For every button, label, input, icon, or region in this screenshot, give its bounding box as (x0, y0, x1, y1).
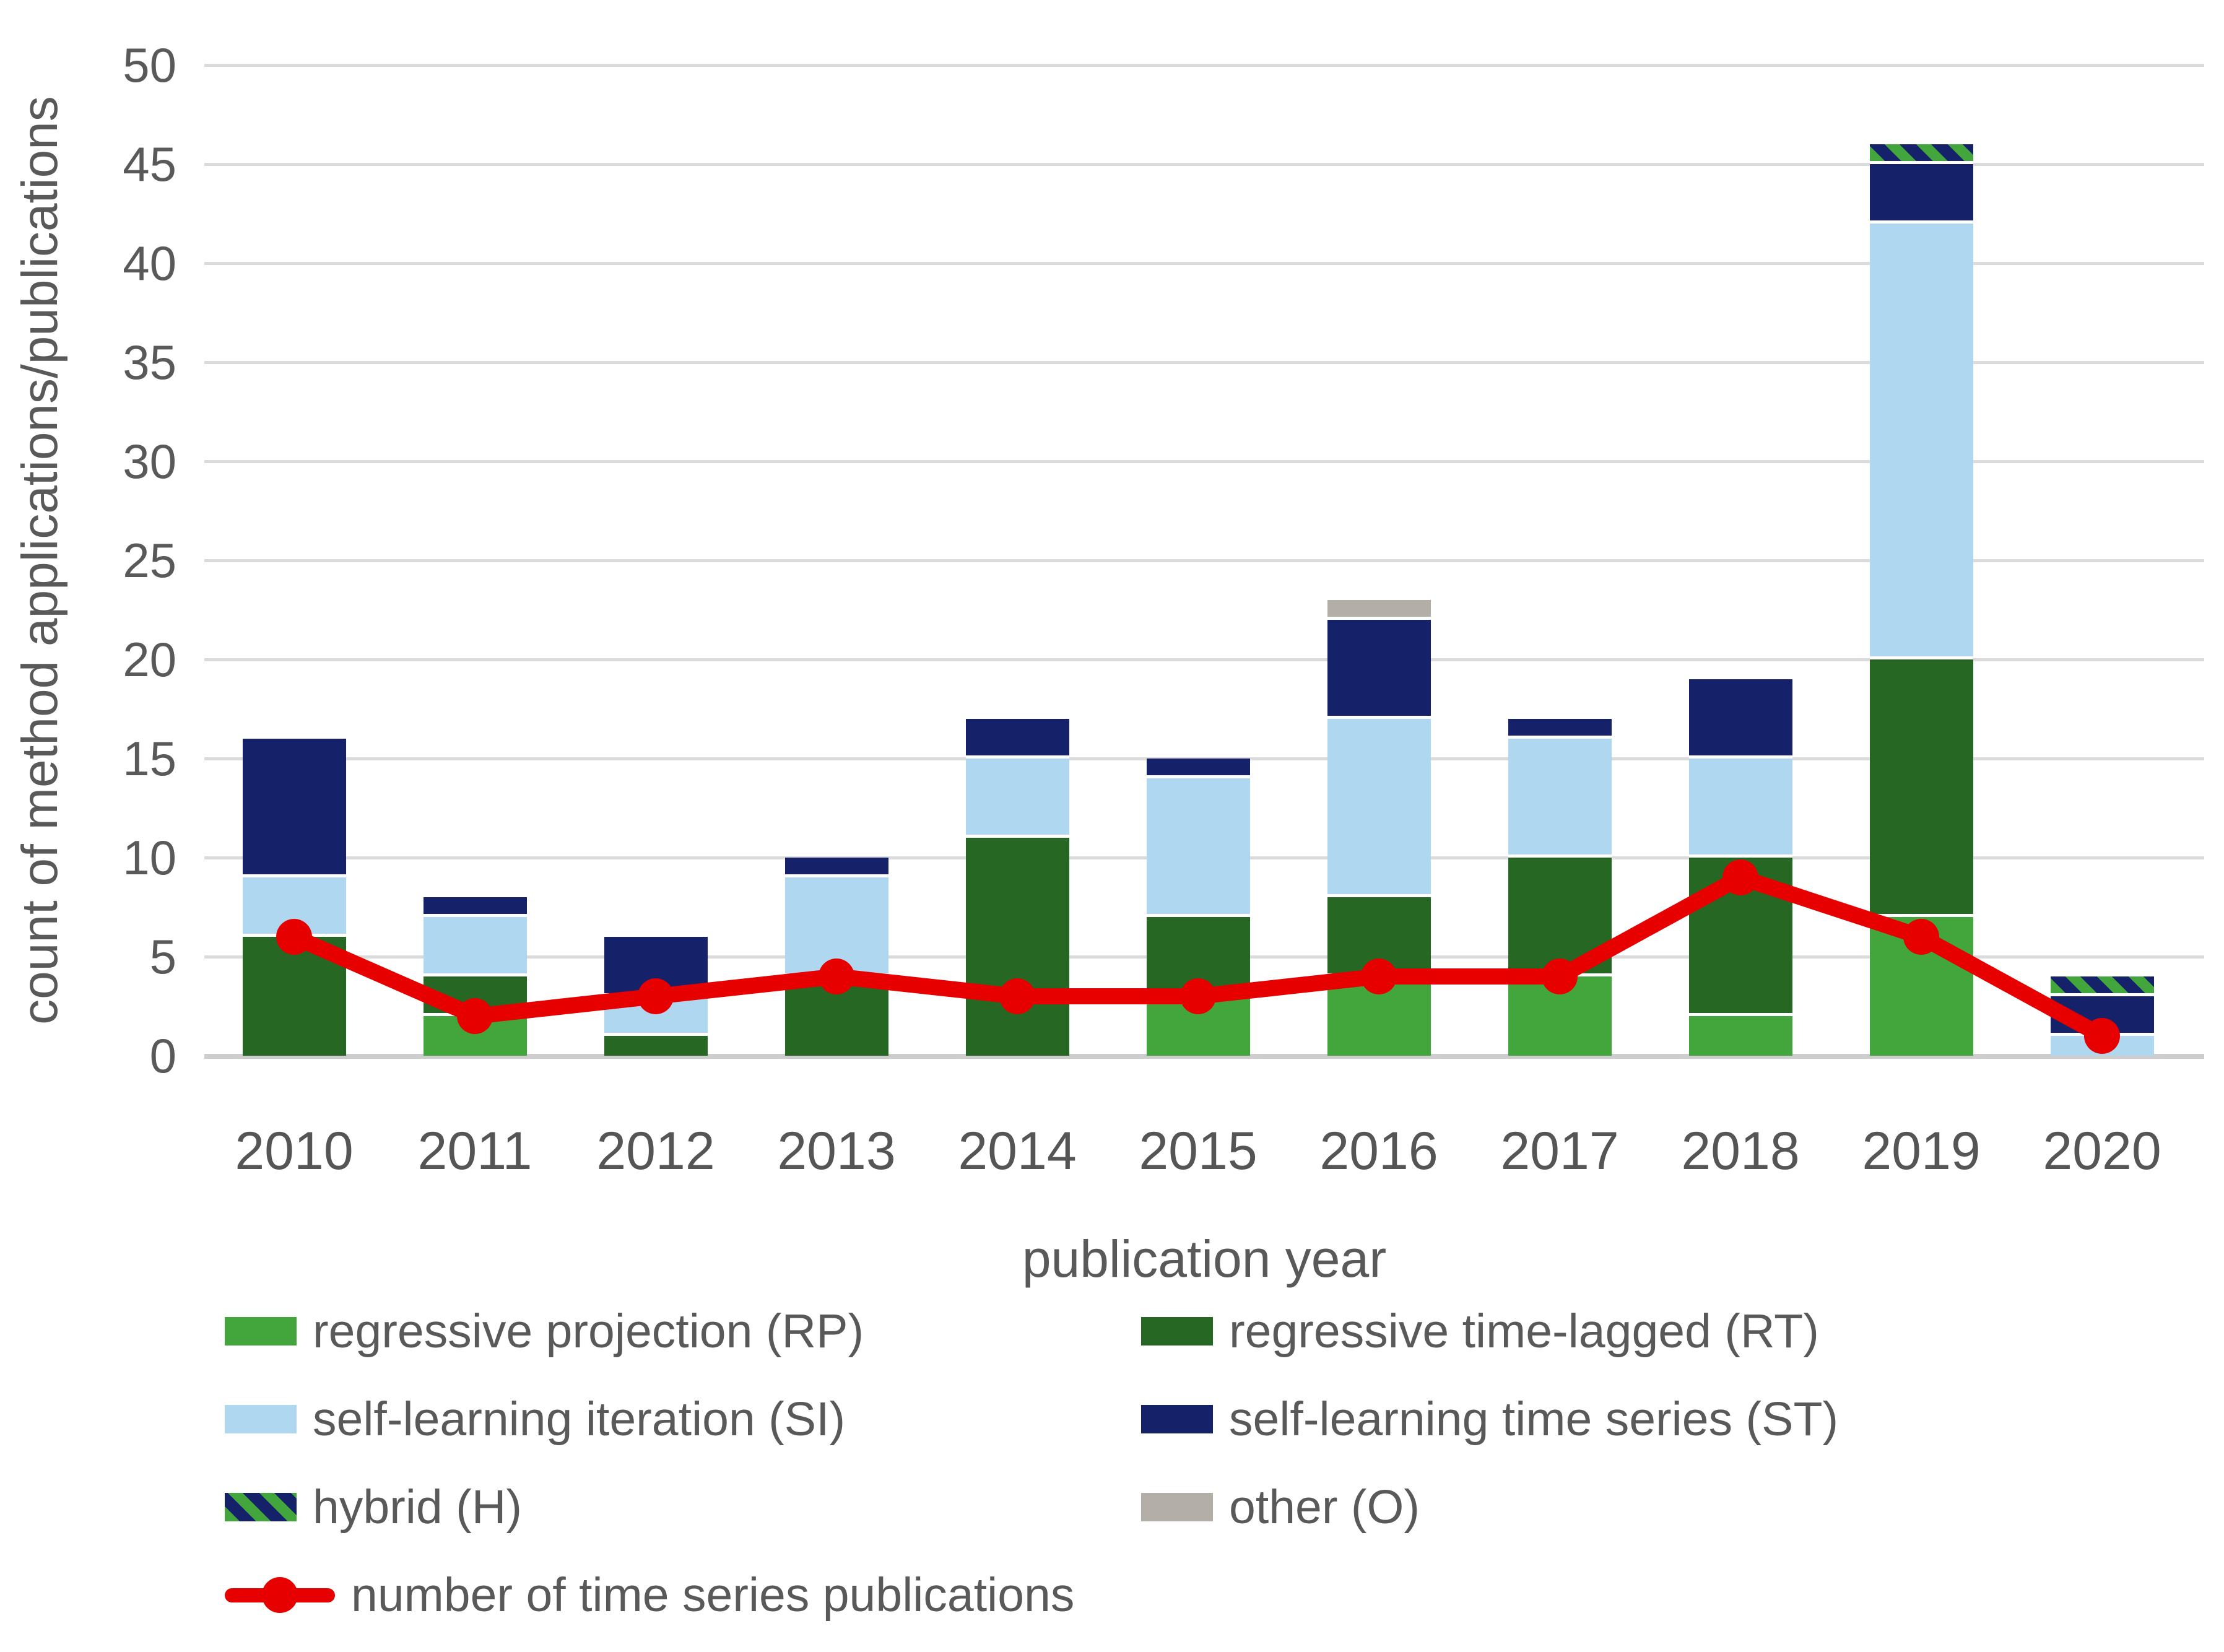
bar-segment-ST-2014 (965, 719, 1069, 759)
line-point-2013 (819, 959, 854, 994)
gridline-y45 (204, 163, 2204, 166)
x-tick-label-2019: 2019 (1862, 1121, 1981, 1181)
legend-item-O: other (O) (1141, 1476, 1420, 1538)
legend-item-RP: regressive projection (RP) (225, 1300, 864, 1362)
line-point-2019 (1903, 919, 1939, 955)
bar-segment-H-2020 (2050, 976, 2154, 996)
legend-item-ST: self-learning time series (ST) (1141, 1388, 1838, 1450)
legend-swatch-RT-icon (1141, 1317, 1213, 1346)
legend-swatch-SI-icon (225, 1405, 297, 1433)
bar-segment-ST-2017 (1508, 719, 1612, 739)
legend-item-RT: regressive time-lagged (RT) (1141, 1300, 1819, 1362)
bar-segment-SI-2018 (1688, 759, 1792, 858)
gridline-y30 (204, 460, 2204, 463)
line-point-2010 (276, 919, 312, 955)
gridline-y40 (204, 262, 2204, 265)
bar-segment-RT-2014 (965, 838, 1069, 1056)
legend-line-dot (262, 1577, 298, 1613)
x-tick-label-2016: 2016 (1319, 1121, 1438, 1181)
legend-label-O: other (O) (1229, 1480, 1420, 1534)
bar-segment-SI-2011 (423, 917, 527, 976)
bar-segment-ST-2015 (1146, 759, 1250, 778)
x-tick-label-2017: 2017 (1500, 1121, 1619, 1181)
stacked-bar-2014 (965, 719, 1069, 1056)
x-axis-line (204, 1054, 2204, 1059)
legend-swatch-O-icon (1141, 1493, 1213, 1521)
line-point-2011 (457, 998, 493, 1034)
x-tick-label-2020: 2020 (2043, 1121, 2161, 1181)
line-point-2016 (1361, 959, 1397, 994)
bar-segment-SI-2015 (1146, 778, 1250, 917)
bar-segment-SI-2014 (965, 759, 1069, 838)
stacked-bar-2011 (423, 897, 527, 1056)
y-tick-label-50: 50 (123, 38, 176, 92)
line-point-2020 (2084, 1018, 2120, 1054)
legend-item-H: hybrid (H) (225, 1476, 522, 1538)
time-series-line-layer (276, 859, 2120, 1054)
y-tick-label-35: 35 (123, 335, 176, 389)
y-tick-label-30: 30 (123, 434, 176, 489)
x-tick-label-2011: 2011 (417, 1121, 532, 1181)
y-tick-label-25: 25 (123, 533, 176, 588)
stacked-bar-2010 (242, 739, 346, 1056)
x-tick-label-2012: 2012 (596, 1121, 715, 1181)
x-axis-title: publication year (1022, 1230, 1387, 1288)
bar-segment-ST-2010 (242, 739, 346, 877)
x-tick-label-2010: 2010 (235, 1121, 354, 1181)
bar-segment-ST-2018 (1688, 679, 1792, 759)
bar-segment-ST-2019 (1869, 164, 1973, 224)
legend-item-TS: number of time series publications (225, 1564, 1074, 1626)
y-tick-label-45: 45 (123, 137, 176, 191)
bar-segment-H-2019 (1869, 144, 1973, 164)
y-tick-label-20: 20 (123, 632, 176, 687)
legend-item-SI: self-learning iteration (SI) (225, 1388, 845, 1450)
y-tick-label-40: 40 (123, 236, 176, 290)
y-tick-label-15: 15 (123, 731, 176, 786)
line-point-2012 (638, 978, 674, 1014)
plot-area (204, 64, 2204, 1059)
legend-swatch-ST-icon (1141, 1405, 1213, 1433)
line-point-2018 (1722, 859, 1758, 895)
y-tick-label-10: 10 (123, 830, 176, 885)
legend-label-ST: self-learning time series (ST) (1229, 1392, 1839, 1446)
bar-segment-RT-2012 (604, 1036, 708, 1056)
y-tick-label-0: 0 (149, 1028, 176, 1083)
bar-segment-SI-2017 (1508, 739, 1612, 858)
gridline-y25 (204, 559, 2204, 562)
bar-segment-RP-2018 (1688, 1016, 1792, 1056)
bar-segment-RT-2019 (1869, 659, 1973, 917)
legend-label-H: hybrid (H) (313, 1480, 523, 1534)
legend-line-marker-icon (225, 1577, 335, 1613)
bar-segment-SI-2016 (1327, 719, 1431, 897)
x-tick-label-2018: 2018 (1681, 1121, 1800, 1181)
x-tick-label-2013: 2013 (777, 1121, 896, 1181)
line-point-2015 (1180, 978, 1216, 1014)
line-point-2014 (999, 978, 1035, 1014)
gridline-y20 (204, 658, 2204, 661)
legend-label-RP: regressive projection (RP) (313, 1304, 864, 1358)
bar-segment-ST-2011 (423, 897, 527, 917)
legend-swatch-RP-icon (225, 1317, 297, 1346)
bar-segment-O-2016 (1327, 600, 1431, 620)
bar-segment-ST-2013 (784, 858, 888, 877)
x-tick-label-2015: 2015 (1139, 1121, 1258, 1181)
legend-label-TS: number of time series publications (351, 1568, 1075, 1622)
bar-segment-SI-2019 (1869, 224, 1973, 659)
bar-segment-ST-2016 (1327, 620, 1431, 719)
legend-label-SI: self-learning iteration (SI) (313, 1392, 846, 1446)
gridline-y50 (204, 64, 2204, 67)
legend-swatch-H-icon (225, 1493, 297, 1521)
x-tick-label-2014: 2014 (958, 1121, 1077, 1181)
legend-label-RT: regressive time-lagged (RT) (1229, 1304, 1819, 1358)
line-point-2017 (1542, 959, 1578, 994)
gridline-y35 (204, 361, 2204, 364)
y-tick-label-5: 5 (149, 929, 176, 984)
